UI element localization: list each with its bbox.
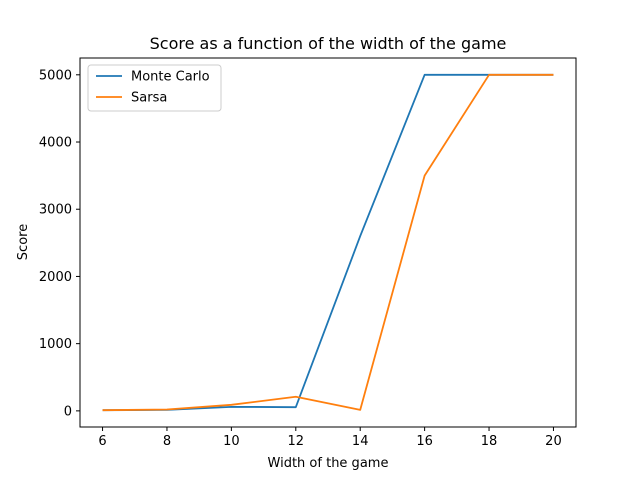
legend-label: Monte Carlo [131,70,210,85]
y-tick-label: 2000 [39,270,72,285]
y-tick-label: 1000 [39,337,72,352]
x-tick-label: 8 [163,434,171,449]
plot-area-frame [79,57,577,428]
y-tick-label: 4000 [39,136,72,151]
x-tick-label: 12 [288,434,305,449]
x-tick-label: 20 [545,434,562,449]
y-axis: 0 1000 2000 3000 4000 5000 [39,68,80,419]
x-tick-label: 6 [98,434,106,449]
y-axis-label: Score [16,224,31,260]
series-layer [102,73,554,412]
x-axis: 6 8 10 12 14 16 18 20 [98,427,562,449]
legend: Monte Carlo Sarsa [87,64,222,112]
legend-label: Sarsa [131,91,167,106]
y-tick-label: 0 [64,404,72,419]
x-tick-label: 16 [416,434,433,449]
chart-title: Score as a function of the width of the … [150,34,507,53]
series-line-sarsa [102,73,554,412]
x-tick-label: 14 [352,434,369,449]
x-tick-label: 18 [481,434,498,449]
series-line-monte-carlo [102,73,554,412]
y-tick-label: 3000 [39,203,72,218]
y-tick-label: 5000 [39,68,72,83]
x-axis-label: Width of the game [268,456,389,471]
x-tick-label: 10 [223,434,240,449]
